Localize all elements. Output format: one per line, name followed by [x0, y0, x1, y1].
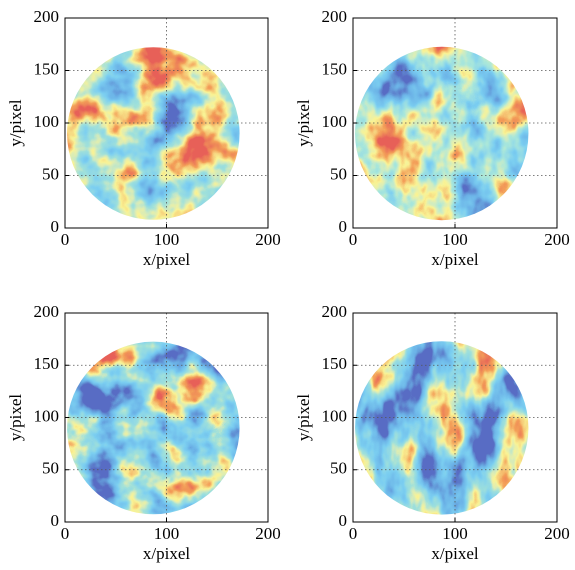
phase-map	[355, 341, 529, 515]
plot-frame	[64, 312, 269, 523]
y-tick-label: 0	[339, 511, 348, 530]
x-axis-label: x/pixel	[431, 544, 478, 563]
plot-frame	[352, 312, 558, 523]
panel: 0 100 200 0 50 100 150 200 x/pixel y/pixel	[294, 7, 570, 269]
y-axis-label: y/pixel	[294, 99, 313, 146]
y-tick-label: 200	[322, 7, 348, 26]
y-tick-label: 200	[34, 7, 60, 26]
panel: 0 100 200 0 50 100 150 200 x/pixel y/pixel	[6, 7, 281, 269]
y-tick-label: 100	[34, 406, 60, 425]
y-axis-label: y/pixel	[6, 394, 25, 441]
y-tick-label: 100	[322, 406, 348, 425]
y-tick-label: 100	[34, 112, 60, 131]
phase-map	[67, 341, 240, 515]
x-axis-label: x/pixel	[143, 544, 190, 563]
plot-frame	[352, 17, 558, 229]
y-tick-label: 150	[34, 354, 60, 373]
x-tick-label: 100	[154, 524, 180, 543]
y-tick-label: 100	[322, 112, 348, 131]
y-tick-label: 150	[322, 59, 348, 78]
y-axis-label: y/pixel	[294, 394, 313, 441]
y-tick-label: 150	[322, 354, 348, 373]
x-tick-label: 200	[544, 524, 570, 543]
x-tick-label: 0	[61, 230, 70, 249]
x-tick-label: 0	[61, 524, 70, 543]
panel: 0 100 200 0 50 100 150 200 x/pixel y/pixel	[6, 302, 281, 563]
y-tick-label: 50	[330, 459, 347, 478]
y-tick-label: 200	[34, 302, 60, 321]
x-axis-label: x/pixel	[143, 250, 190, 269]
plot-frame	[64, 17, 269, 229]
y-tick-label: 0	[51, 217, 60, 236]
y-tick-label: 50	[330, 164, 347, 183]
x-tick-label: 100	[442, 524, 468, 543]
x-tick-label: 0	[349, 230, 358, 249]
x-tick-label: 100	[442, 230, 468, 249]
y-tick-label: 50	[42, 164, 59, 183]
y-tick-label: 0	[339, 217, 348, 236]
y-tick-label: 200	[322, 302, 348, 321]
y-tick-label: 50	[42, 459, 59, 478]
panel: 0 100 200 0 50 100 150 200 x/pixel y/pixel	[294, 302, 570, 563]
phase-map	[67, 47, 240, 220]
x-tick-label: 200	[255, 230, 281, 249]
x-tick-label: 200	[255, 524, 281, 543]
x-tick-label: 200	[544, 230, 570, 249]
x-tick-label: 0	[349, 524, 358, 543]
x-tick-label: 100	[154, 230, 180, 249]
x-axis-label: x/pixel	[431, 250, 478, 269]
y-tick-label: 0	[51, 511, 60, 530]
y-axis-label: y/pixel	[6, 99, 25, 146]
y-tick-label: 150	[34, 59, 60, 78]
phase-map	[355, 46, 529, 221]
